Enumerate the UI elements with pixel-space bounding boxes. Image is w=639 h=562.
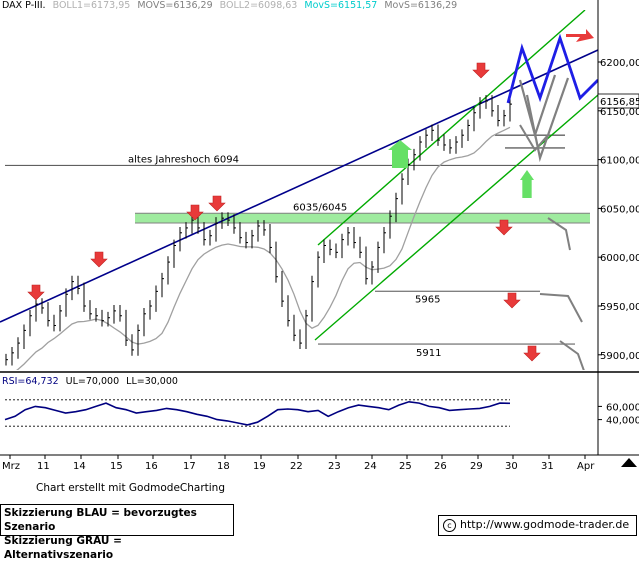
rsi-header: RSI=64,732 UL=70,000 LL=30,000	[2, 376, 178, 387]
x-tick-label: 23	[328, 461, 341, 472]
rsi-ul: UL=70,000	[66, 376, 119, 387]
x-tick-label: Apr	[577, 461, 595, 472]
x-tick-label: Mrz	[2, 461, 20, 472]
legend-grau: Skizzierung GRAU = Alternativszenario	[4, 535, 122, 561]
y-tick-label: 6200,00	[600, 58, 639, 69]
red-down-arrow-icon	[503, 292, 521, 309]
chart-header: DAX P-III. BOLL1=6173,95 MOVS=6136,29 BO…	[2, 0, 457, 11]
x-tick-label: 24	[364, 461, 377, 472]
annotation-label-lvl_5965: 5965	[415, 294, 440, 305]
grey-scenario-path-2	[525, 77, 570, 163]
level-zone-6035-6045	[135, 213, 590, 224]
y-tick-label: 6000,00	[600, 253, 639, 264]
blue-trendline	[0, 49, 598, 323]
red-down-arrow-icon	[90, 251, 108, 268]
indicator-movs-2: MovS=6136,29	[384, 0, 457, 11]
website-link[interactable]: c http://www.godmode-trader.de	[438, 515, 637, 536]
y-tick-label: 5950,00	[600, 302, 639, 313]
indicator-movs-cyan: MovS=6151,57	[304, 0, 377, 11]
x-tick-label: 16	[145, 461, 158, 472]
x-tick-label: 11	[37, 461, 50, 472]
rsi-panel	[4, 399, 511, 427]
green-channel-upper	[317, 10, 586, 246]
green-channel-lower	[314, 94, 598, 341]
x-tick-label: 19	[253, 461, 266, 472]
chart-credit: Chart erstellt mit GodmodeCharting	[36, 482, 225, 494]
annotation-label-jahreshoch: altes Jahreshoch 6094	[128, 154, 239, 165]
grey-scenario-path-4	[547, 217, 571, 251]
drawings	[0, 10, 598, 345]
rsi-y-tick-label: 40,000	[606, 416, 639, 427]
blue-scenario-path	[506, 33, 598, 104]
green-up-arrow-icon	[520, 170, 534, 198]
red-down-arrow-icon	[27, 284, 45, 301]
y-tick-label: 6050,00	[600, 204, 639, 215]
x-tick-label: 14	[73, 461, 86, 472]
red-down-arrow-icon	[495, 219, 513, 236]
grey-scenario-path-5	[539, 293, 583, 323]
red-down-arrow-icon	[208, 195, 226, 212]
rsi-value: RSI=64,732	[2, 376, 59, 387]
indicator-boll1: BOLL1=6173,95	[53, 0, 131, 11]
x-tick-label: 26	[434, 461, 447, 472]
red-down-arrow-icon	[523, 345, 541, 362]
grey-scenario-path-3	[519, 124, 549, 152]
indicator-movs: MOVS=6136,29	[137, 0, 212, 11]
symbol-label: DAX P-III.	[2, 0, 46, 11]
last-price-label: 6156,85	[600, 97, 639, 108]
annotation-layer: altes Jahreshoch 6094 6035/6045 5965 5911	[27, 29, 594, 362]
y-tick-label: 6150,00	[600, 107, 639, 118]
moving-average-line	[16, 126, 511, 370]
main-plot-area	[0, 10, 598, 372]
scenario-legend: Skizzierung BLAU = bevorzugtes Szenario …	[0, 504, 234, 561]
indicator-boll2: BOLL2=6098,63	[220, 0, 298, 11]
rsi-line	[4, 400, 511, 426]
y-axis: 6200,00 6150,00 6100,00 6050,00 6000,00 5950,…	[598, 58, 639, 427]
x-tick-label: 30	[505, 461, 518, 472]
scenario-layer	[506, 33, 598, 370]
y-tick-label: 6100,00	[600, 156, 639, 167]
y-tick-label: 5900,00	[600, 351, 639, 362]
rsi-y-tick-label: 60,000	[606, 402, 639, 413]
x-tick-label: 17	[183, 461, 196, 472]
grey-scenario-path-6	[559, 340, 585, 370]
red-down-arrow-icon	[472, 62, 490, 79]
legend-blau: Skizzierung BLAU = bevorzugtes Szenario	[4, 507, 197, 533]
x-tick-label: 22	[290, 461, 303, 472]
x-tick-label: 31	[541, 461, 554, 472]
last-price-marker: 6156,85	[597, 93, 639, 109]
website-url: http://www.godmode-trader.de	[460, 518, 630, 531]
x-tick-label: 18	[217, 461, 230, 472]
x-tick-label: 29	[470, 461, 483, 472]
x-tick-label: 15	[110, 461, 123, 472]
scroll-right-icon	[621, 458, 637, 467]
annotation-label-lvl_5911: 5911	[416, 348, 441, 359]
red-down-arrow-icon	[186, 204, 204, 221]
red-down-arrow-icon	[566, 29, 594, 42]
rsi-ll: LL=30,000	[126, 376, 178, 387]
copyright-icon: c	[443, 518, 456, 532]
x-tick-label: 25	[399, 461, 412, 472]
x-axis: Mrz 11 14 15 16 17 18 19 22 23 24 25 26 29 30 31 Apr	[2, 455, 637, 472]
green-up-arrow-icon	[388, 140, 412, 168]
annotation-label-zone: 6035/6045	[293, 202, 347, 213]
chart-canvas: altes Jahreshoch 6094 6035/6045 5965 5911 6…	[0, 0, 639, 472]
